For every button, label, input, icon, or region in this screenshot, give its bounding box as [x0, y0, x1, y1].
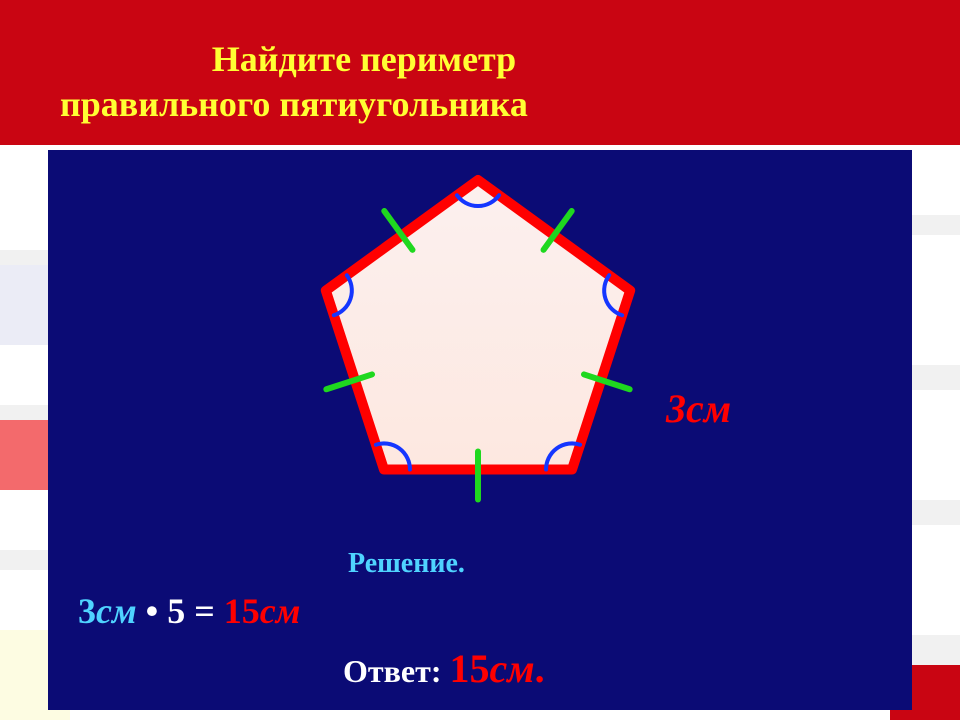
side-length-value: 3 [666, 386, 686, 431]
diagram-panel: 3см Решение. 3см • 5 = 15см Ответ: 15см. [48, 150, 912, 710]
answer-label: Ответ: [343, 653, 449, 689]
side-length-label: 3см [666, 385, 731, 432]
solution-heading: Решение. [348, 548, 465, 580]
answer-value: 15см. [449, 646, 544, 691]
answer-line: Ответ: 15см. [343, 645, 545, 692]
pentagon-figure [48, 150, 912, 550]
perimeter-formula: 3см • 5 = 15см [78, 590, 300, 632]
title-bar: Найдите периметр правильного пятиугольни… [0, 0, 960, 145]
title-line-1: Найдите периметр [60, 37, 528, 82]
title-line-2: правильного пятиугольника [60, 82, 528, 127]
side-length-unit: см [686, 386, 731, 431]
title-text: Найдите периметр правильного пятиугольни… [60, 37, 528, 127]
pentagon-svg [48, 150, 912, 550]
slide-root: Найдите периметр правильного пятиугольни… [0, 0, 960, 720]
